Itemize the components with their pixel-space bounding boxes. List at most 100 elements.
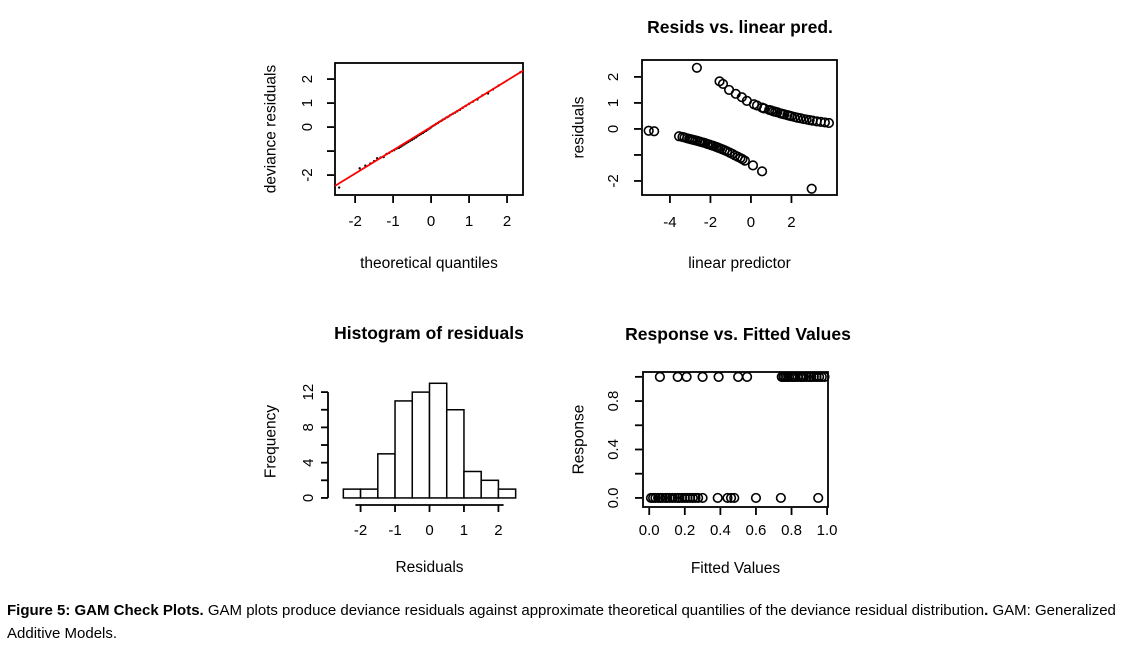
histogram-bar (394, 400, 414, 499)
plot-frame (641, 59, 838, 196)
histogram-bar (497, 488, 517, 499)
x-tick-label: 0.8 (781, 522, 802, 539)
x-tick-label: 0 (747, 214, 755, 231)
y-tick-label: 0 (605, 125, 622, 133)
data-point (756, 166, 768, 177)
reference-line (334, 69, 524, 187)
data-point (654, 371, 665, 382)
histogram-bar (463, 470, 482, 499)
x-tick-label: -2 (704, 214, 717, 231)
data-point (693, 492, 704, 504)
x-tick-label: 0.6 (746, 522, 767, 539)
histogram-bar (377, 453, 396, 499)
y-axis-label: residuals (570, 96, 587, 158)
data-point (729, 492, 740, 504)
y-tick-label: 1 (299, 99, 316, 107)
y-tick-label: 8 (300, 423, 317, 431)
y-axis-label: Frequency (262, 405, 279, 478)
response-vs-fitted-panel: Response vs. Fitted Values 0.0 0.2 0.4 0.6 0.… (570, 324, 851, 577)
histogram-bar (342, 488, 362, 499)
data-point (337, 186, 341, 189)
caption-body-text: GAM plots produce deviance residuals aga… (203, 602, 985, 619)
data-point (823, 117, 835, 129)
data-point (672, 371, 683, 382)
x-axis-label: Residuals (395, 559, 463, 576)
y-tick-label: 1 (605, 99, 622, 107)
histogram-bar (445, 409, 465, 499)
y-axis-label: Response (570, 405, 587, 475)
caption-bold-period: . (984, 602, 989, 619)
x-tick-label: 0 (427, 213, 435, 230)
x-tick-label: 1.0 (817, 522, 838, 539)
y-tick-label: 4 (300, 458, 317, 466)
x-tick-label: 2 (494, 522, 502, 539)
y-tick-label: 0.0 (605, 487, 622, 508)
plot-frame (334, 62, 524, 196)
data-point (806, 183, 817, 194)
data-point (358, 167, 361, 170)
y-axis-label: deviance residuals (262, 65, 279, 194)
y-tick-label: 0 (300, 494, 317, 502)
data-point (739, 155, 750, 166)
histogram-bar (359, 488, 379, 499)
x-axis-label: linear predictor (688, 255, 791, 272)
y-tick-label: 0 (299, 123, 316, 131)
data-point (747, 160, 759, 171)
data-point (750, 492, 762, 504)
data-point (717, 78, 729, 90)
y-tick-label: -2 (299, 168, 316, 181)
y-tick-label: 0.8 (605, 391, 622, 412)
y-tick-label: 2 (605, 73, 622, 81)
data-point (819, 117, 830, 128)
x-tick-label: -1 (386, 213, 399, 230)
histogram-bar (480, 479, 500, 499)
plot-frame (642, 371, 829, 508)
data-point (649, 126, 660, 137)
x-tick-label: 1 (460, 522, 468, 539)
y-tick-label: 0.4 (605, 439, 622, 460)
x-tick-label: -4 (663, 214, 676, 231)
histogram-bar (428, 382, 448, 499)
data-point (741, 371, 753, 382)
x-tick-label: 0.2 (674, 522, 695, 539)
x-tick-label: -1 (388, 522, 401, 539)
panel-title: Resids vs. linear pred. (647, 17, 833, 37)
x-tick-label: -2 (348, 213, 361, 230)
data-point (775, 492, 786, 504)
data-point (759, 103, 770, 114)
x-axis-label: Fitted Values (691, 560, 781, 577)
x-axis-label: theoretical quantiles (360, 255, 498, 272)
data-point (681, 371, 692, 382)
data-point (725, 492, 737, 504)
data-point (733, 371, 744, 382)
x-tick-label: 2 (787, 214, 795, 231)
x-tick-label: -2 (354, 522, 367, 539)
panel-title: Response vs. Fitted Values (625, 324, 851, 344)
data-point (737, 154, 748, 165)
data-point (697, 492, 708, 504)
data-point (643, 125, 654, 136)
figure-caption: Figure 5: GAM Check Plots. GAM plots pro… (7, 600, 1119, 645)
panel-title: Histogram of residuals (334, 323, 524, 343)
data-point (691, 62, 702, 73)
data-point (819, 371, 830, 382)
qq-plot-panel: -2 -1 0 1 2 -2 0 1 2 theoretical quantiles devianc… (262, 62, 524, 272)
y-tick-label: -2 (605, 174, 622, 187)
y-tick-label: 2 (299, 75, 316, 83)
caption-tail-text: GAM: Generalized Additive Models. (7, 602, 1116, 642)
data-point (697, 371, 708, 382)
data-point (722, 492, 733, 504)
caption-figure-label: Figure 5: GAM Check Plots. (7, 602, 204, 619)
histogram-bar (411, 391, 431, 499)
x-tick-label: 2 (503, 213, 511, 230)
x-tick-label: 0.4 (710, 522, 731, 539)
y-tick-label: 12 (300, 384, 317, 401)
resids-vs-linear-pred-panel: Resids vs. linear pred. -4 -2 0 2 -2 0 1 2 linear… (570, 17, 838, 272)
x-tick-label: 1 (465, 213, 473, 230)
x-tick-label: 0.0 (639, 522, 660, 539)
data-point (713, 371, 724, 382)
x-tick-label: 0 (425, 522, 433, 539)
data-point (813, 492, 824, 504)
